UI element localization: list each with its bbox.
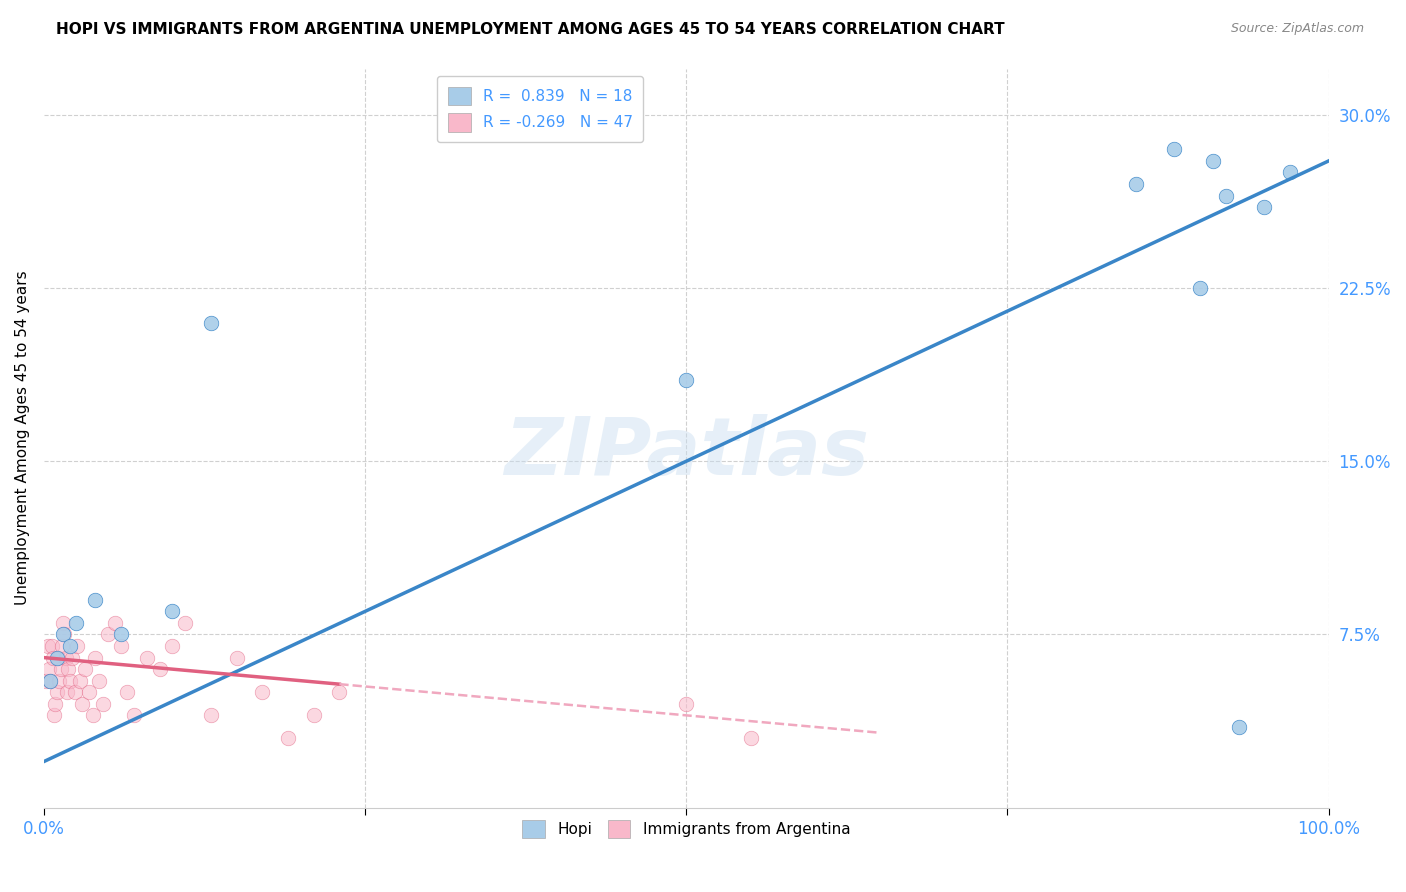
- Point: [89, 673, 111, 688]
- Point: [110, 639, 132, 653]
- Point: [103, 615, 125, 630]
- Point: [1163, 142, 1185, 156]
- Y-axis label: Unemployment Among Ages 45 to 54 years: Unemployment Among Ages 45 to 54 years: [15, 271, 30, 606]
- Point: [66, 639, 89, 653]
- Point: [1125, 177, 1147, 191]
- Point: [37, 639, 59, 653]
- Point: [1253, 200, 1275, 214]
- Point: [39, 673, 62, 688]
- Point: [46, 650, 69, 665]
- Point: [69, 673, 91, 688]
- Point: [35, 673, 58, 688]
- Point: [328, 685, 350, 699]
- Point: [1202, 153, 1225, 168]
- Point: [60, 650, 83, 665]
- Text: Source: ZipAtlas.com: Source: ZipAtlas.com: [1230, 22, 1364, 36]
- Point: [200, 708, 222, 723]
- Point: [302, 708, 325, 723]
- Point: [49, 662, 72, 676]
- Point: [45, 685, 67, 699]
- Legend: Hopi, Immigrants from Argentina: Hopi, Immigrants from Argentina: [516, 814, 856, 845]
- Point: [740, 731, 762, 746]
- Point: [84, 592, 107, 607]
- Point: [52, 615, 75, 630]
- Point: [45, 650, 67, 665]
- Point: [148, 662, 170, 676]
- Point: [51, 639, 73, 653]
- Point: [225, 650, 247, 665]
- Point: [1215, 188, 1237, 202]
- Point: [42, 650, 65, 665]
- Point: [44, 697, 66, 711]
- Point: [58, 639, 80, 653]
- Point: [277, 731, 299, 746]
- Point: [84, 650, 107, 665]
- Point: [135, 650, 157, 665]
- Point: [91, 697, 114, 711]
- Point: [63, 685, 86, 699]
- Point: [41, 639, 63, 653]
- Point: [1227, 720, 1250, 734]
- Point: [97, 627, 120, 641]
- Point: [53, 627, 76, 641]
- Text: HOPI VS IMMIGRANTS FROM ARGENTINA UNEMPLOYMENT AMONG AGES 45 TO 54 YEARS CORRELA: HOPI VS IMMIGRANTS FROM ARGENTINA UNEMPL…: [56, 22, 1005, 37]
- Point: [38, 662, 60, 676]
- Point: [252, 685, 274, 699]
- Point: [162, 639, 184, 653]
- Point: [48, 673, 70, 688]
- Point: [117, 685, 139, 699]
- Point: [110, 627, 132, 641]
- Point: [82, 708, 104, 723]
- Point: [77, 685, 100, 699]
- Point: [675, 697, 697, 711]
- Point: [65, 615, 87, 630]
- Point: [58, 662, 80, 676]
- Point: [162, 604, 184, 618]
- Point: [122, 708, 145, 723]
- Point: [73, 662, 96, 676]
- Text: ZIPatlas: ZIPatlas: [503, 414, 869, 491]
- Point: [675, 373, 697, 387]
- Point: [55, 650, 77, 665]
- Point: [174, 615, 197, 630]
- Point: [72, 697, 94, 711]
- Point: [1279, 165, 1302, 179]
- Point: [58, 673, 80, 688]
- Point: [39, 673, 62, 688]
- Point: [44, 708, 66, 723]
- Point: [52, 627, 75, 641]
- Point: [1189, 281, 1212, 295]
- Point: [56, 685, 79, 699]
- Point: [200, 316, 222, 330]
